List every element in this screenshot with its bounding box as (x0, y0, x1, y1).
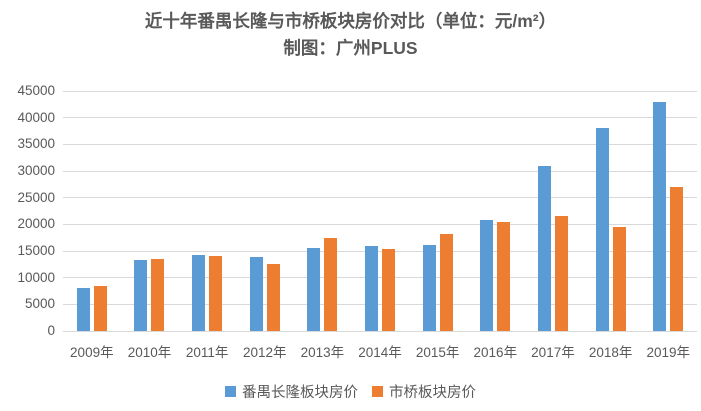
bar-番禺长隆板块房价-2009年 (76, 288, 90, 331)
bar-番禺长隆板块房价-2019年 (653, 101, 667, 331)
chart-title-line1: 近十年番禺长隆与市桥板块房价对比（单位：元/m²） (144, 11, 557, 31)
bar-番禺长隆板块房价-2011年 (192, 254, 206, 331)
bar-市桥板块房价-2018年 (612, 227, 626, 331)
bar-group-2018年 (582, 91, 640, 331)
legend-label: 番禺长隆板块房价 (242, 385, 358, 401)
bar-市桥板块房价-2015年 (439, 233, 453, 331)
x-tick-label-2019年: 2019年 (646, 345, 690, 360)
x-axis: 2009年 2010年 2011年 2012年 2013年 2014年 2015年 2016年… (63, 341, 697, 361)
bar-市桥板块房价-2012年 (266, 264, 280, 331)
x-tick-label-2018年: 2018年 (588, 345, 633, 360)
gridline-5000 (63, 303, 697, 305)
bar-市桥板块房价-2010年 (151, 259, 165, 331)
x-tick-label-2012年: 2012年 (242, 345, 287, 360)
plot-area (63, 90, 697, 332)
x-tick-label-2016年: 2016年 (473, 345, 518, 360)
chart-title-line2: 制图：广州PLUS (283, 38, 418, 58)
bar-番禺长隆板块房价-2012年 (249, 257, 263, 331)
bar-番禺长隆板块房价-2018年 (595, 128, 609, 331)
bar-group-2016年 (466, 91, 524, 331)
y-tick-label-45000: 45000 (17, 83, 55, 98)
bar-group-2012年 (236, 91, 294, 331)
y-tick-label-20000: 20000 (17, 216, 55, 232)
x-tick-label-2011年: 2011年 (185, 345, 229, 360)
y-tick-label-35000: 35000 (17, 136, 55, 152)
y-tick-label-30000: 30000 (17, 163, 55, 178)
legend-swatch-icon (225, 386, 236, 397)
x-tick-label-2015年: 2015年 (415, 345, 460, 360)
bar-番禺长隆板块房价-2015年 (422, 244, 436, 331)
x-tick-label-2010年: 2010年 (127, 345, 172, 360)
bar-group-2011年 (178, 91, 236, 331)
x-tick-label-2009年: 2009年 (70, 345, 114, 360)
gridline-10000 (63, 277, 697, 279)
legend: 番禺长隆板块房价 市桥板块房价 (0, 381, 701, 402)
y-tick-label-15000: 15000 (17, 243, 55, 258)
y-tick-label-5000: 5000 (24, 296, 55, 312)
gridline-15000 (63, 250, 697, 252)
legend-swatch-icon (372, 386, 383, 397)
gridline-35000 (63, 143, 697, 145)
x-tick-label-2014年: 2014年 (358, 345, 402, 360)
bar-番禺长隆板块房价-2014年 (365, 245, 379, 331)
bar-市桥板块房价-2009年 (93, 285, 107, 331)
y-tick-label-0: 0 (47, 323, 55, 338)
x-tick-label-2013年: 2013年 (300, 345, 345, 360)
bar-group-2013年 (294, 91, 352, 331)
bar-市桥板块房价-2014年 (382, 248, 396, 331)
gridline-0 (63, 330, 697, 332)
bar-group-2019年 (639, 91, 697, 331)
legend-item-市桥板块房价: 市桥板块房价 (372, 381, 476, 402)
bar-市桥板块房价-2013年 (324, 237, 338, 331)
y-tick-label-25000: 25000 (17, 189, 55, 205)
bar-group-2017年 (524, 91, 582, 331)
bar-groups (63, 91, 697, 331)
bar-番禺长隆板块房价-2013年 (307, 248, 321, 331)
bar-市桥板块房价-2017年 (554, 216, 568, 331)
bar-番禺长隆板块房价-2016年 (480, 220, 494, 331)
bar-市桥板块房价-2019年 (670, 187, 684, 331)
bar-group-2010年 (121, 91, 179, 331)
legend-item-番禺长隆板块房价: 番禺长隆板块房价 (225, 381, 358, 402)
bar-番禺长隆板块房价-2017年 (537, 165, 551, 331)
bar-group-2009年 (63, 91, 121, 331)
bar-番禺长隆板块房价-2010年 (134, 259, 148, 331)
gridline-25000 (63, 197, 697, 199)
gridline-20000 (63, 223, 697, 225)
bar-市桥板块房价-2011年 (209, 256, 223, 331)
gridline-30000 (63, 170, 697, 172)
gridline-45000 (63, 90, 697, 92)
bar-市桥板块房价-2016年 (497, 221, 511, 331)
y-tick-label-40000: 40000 (17, 109, 55, 125)
gridline-40000 (63, 117, 697, 119)
bar-group-2014年 (351, 91, 409, 331)
chart-title: 近十年番禺长隆与市桥板块房价对比（单位：元/m²） 制图：广州PLUS (0, 8, 701, 62)
x-tick-label-2017年: 2017年 (531, 345, 575, 360)
bar-group-2015年 (409, 91, 467, 331)
legend-label: 市桥板块房价 (389, 385, 476, 401)
y-tick-label-10000: 10000 (17, 269, 55, 285)
